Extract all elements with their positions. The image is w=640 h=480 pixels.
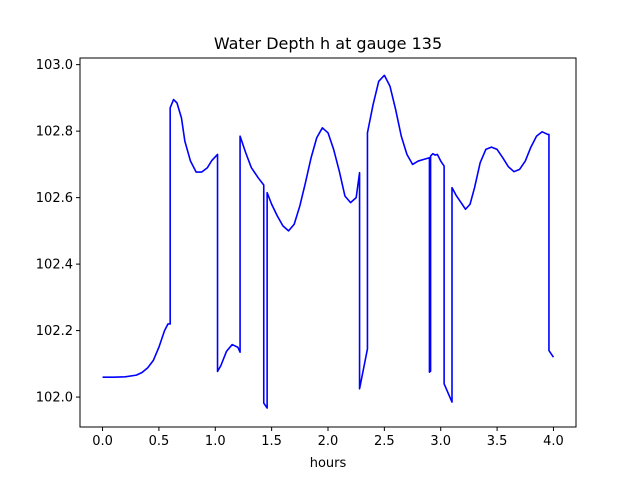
x-tick-label: 2.5 bbox=[374, 434, 395, 449]
y-tick-label: 102.8 bbox=[36, 125, 73, 140]
y-tick-label: 103.0 bbox=[36, 58, 73, 73]
x-tick-label: 1.5 bbox=[261, 434, 282, 449]
x-tick-label: 4.0 bbox=[543, 434, 564, 449]
y-tick-label: 102.4 bbox=[36, 258, 73, 273]
x-tick-label: 3.0 bbox=[430, 434, 451, 449]
x-axis-ticks: 0.0 0.5 1.0 1.5 2.0 2.5 3.0 3.5 4.0 bbox=[92, 427, 564, 449]
y-axis-ticks: 102.0 102.2 102.4 102.6 102.8 103.0 bbox=[36, 58, 80, 406]
series-line-0 bbox=[102, 74, 555, 409]
chart-title: Water Depth h at gauge 135 bbox=[214, 34, 442, 53]
x-tick-label: 3.5 bbox=[487, 434, 508, 449]
x-tick-label: 0.0 bbox=[92, 434, 113, 449]
y-tick-label: 102.0 bbox=[36, 391, 73, 406]
x-axis-label: hours bbox=[310, 456, 347, 471]
y-tick-label: 102.2 bbox=[36, 324, 73, 339]
x-tick-label: 1.0 bbox=[205, 434, 226, 449]
y-tick-label: 102.6 bbox=[36, 191, 73, 206]
x-tick-label: 0.5 bbox=[149, 434, 170, 449]
plot-layer bbox=[102, 74, 555, 409]
x-tick-label: 2.0 bbox=[318, 434, 339, 449]
